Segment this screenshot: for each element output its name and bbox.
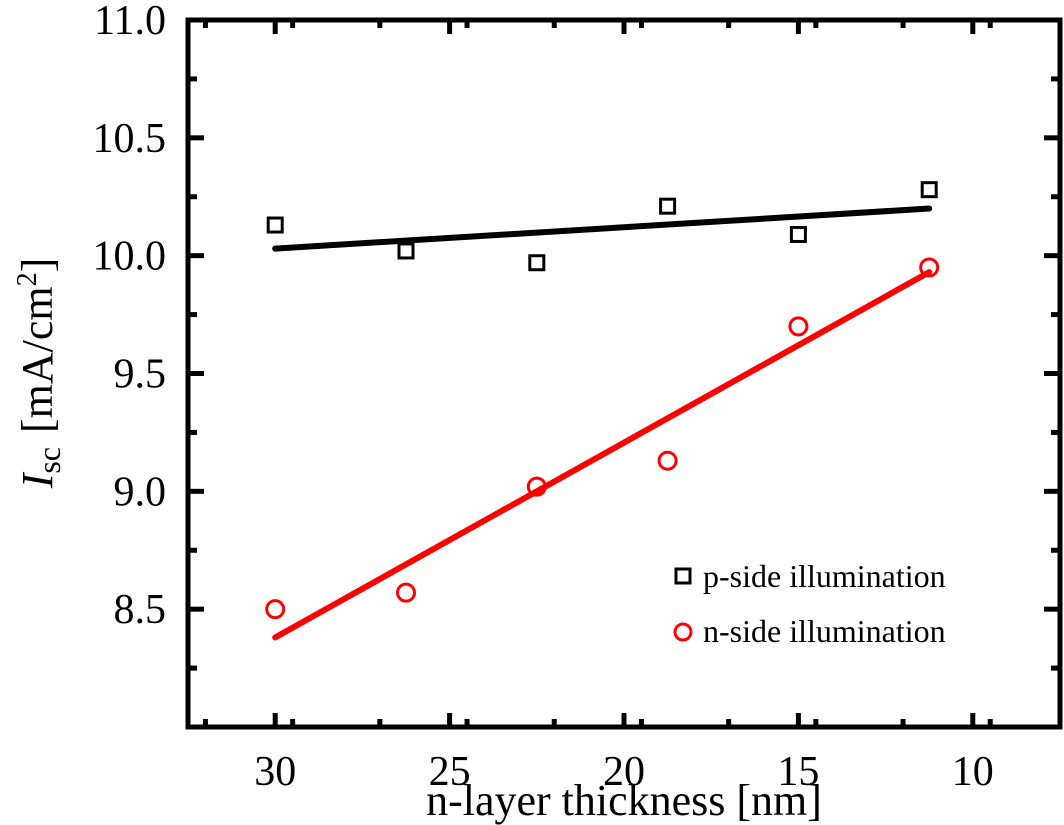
p-side-data-point <box>266 216 284 234</box>
p-side-data-point <box>789 225 807 243</box>
n-side-data-point <box>657 450 678 471</box>
n-side-data-point <box>788 316 809 337</box>
axis-ticks: 30 25 20 15 10 8.5 9.0 9.5 10.0 10.5 11.0 <box>93 0 1060 795</box>
y-label-unit: [mA/cm <box>13 286 62 433</box>
y-tick-label: 10.5 <box>93 116 167 162</box>
x-axis-label: n-layer thickness [nm] <box>426 776 822 825</box>
y-tick-label: 11.0 <box>94 0 166 44</box>
x-tick-label: 25 <box>429 749 471 795</box>
n-side-data-point <box>526 476 547 497</box>
y-tick-label: 9.5 <box>114 352 167 398</box>
y-label-symbol: I <box>13 471 62 489</box>
x-tick-label: 15 <box>777 749 819 795</box>
n-side-data-point <box>265 599 286 620</box>
p-side-data-point <box>920 181 938 199</box>
p-side-data-point <box>397 242 415 260</box>
p-side-data-point <box>528 254 546 272</box>
p-side-data-point <box>659 197 677 215</box>
y-tick-label: 9.0 <box>114 469 167 515</box>
n-side-fit-line <box>272 269 933 641</box>
legend-marker-circle <box>673 622 693 642</box>
n-side-data-point <box>396 582 416 603</box>
y-label-close: ] <box>13 258 62 273</box>
p-side-fit-line <box>272 205 933 252</box>
y-axis-label: Isc [mA/cm2] <box>12 258 67 490</box>
legend-marker-square <box>674 567 692 585</box>
y-label-sup: 2 <box>12 272 43 286</box>
legend: p-side illumination n-side illumination <box>673 558 946 649</box>
plot-frame <box>185 17 1063 730</box>
x-tick-label: 20 <box>603 749 645 795</box>
y-label-subscript: sc <box>31 447 67 474</box>
y-tick-label: 10.0 <box>93 234 167 280</box>
x-tick-label: 10 <box>952 749 994 795</box>
n-side-data-point <box>919 257 940 278</box>
y-tick-label: 8.5 <box>114 587 167 633</box>
data-marks <box>265 181 940 641</box>
x-tick-label: 30 <box>254 749 296 795</box>
legend-label-n-side: n-side illumination <box>703 613 946 649</box>
legend-label-p-side: p-side illumination <box>703 558 946 594</box>
